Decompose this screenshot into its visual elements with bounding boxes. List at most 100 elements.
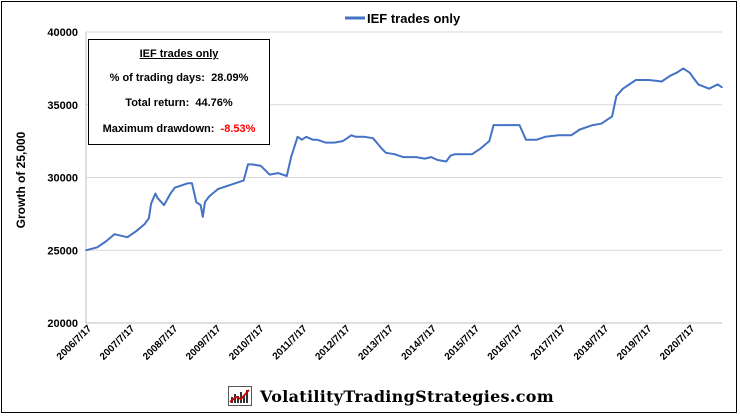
x-tick-label: 2017/7/17 <box>529 323 569 363</box>
series-point <box>615 95 618 97</box>
series-point <box>557 134 560 137</box>
series-point <box>202 216 204 218</box>
series-point <box>342 140 344 142</box>
series-point <box>525 138 527 141</box>
legend-entry: IEF trades only <box>367 11 461 26</box>
series-point <box>296 136 299 138</box>
x-tick-label: 2016/7/17 <box>486 323 526 363</box>
series-point <box>591 124 594 126</box>
series-point <box>385 152 387 154</box>
stats-row-trading-days: % of trading days: 28.09% <box>89 72 269 84</box>
series-point <box>148 217 150 219</box>
series-point <box>234 182 236 185</box>
series-point <box>363 136 366 138</box>
chart-logo-icon <box>228 386 252 406</box>
series-point <box>316 138 318 141</box>
series-point <box>454 153 456 155</box>
series-point <box>535 138 538 141</box>
axes <box>85 32 722 324</box>
series-point <box>96 246 98 249</box>
series-point <box>204 201 206 203</box>
series-point <box>208 195 210 198</box>
y-tick-labels: 20000 25000 30000 35000 40000 <box>47 27 78 330</box>
series-point <box>708 87 710 90</box>
series-point <box>186 182 189 185</box>
series-point <box>154 192 157 195</box>
y-tick-label: 25000 <box>47 245 78 257</box>
series <box>85 67 723 252</box>
x-tick-label: 2012/7/17 <box>313 323 353 363</box>
stats-label: % of trading days: <box>109 72 205 84</box>
series-point <box>479 147 482 150</box>
series-point <box>174 186 176 189</box>
series-point <box>251 163 254 166</box>
stats-label: Total return: <box>125 97 190 109</box>
series-point <box>660 80 663 83</box>
y-tick-label: 30000 <box>47 173 78 185</box>
x-tick-label: 2008/7/17 <box>141 323 181 363</box>
stats-label: Maximum drawdown: <box>102 123 215 135</box>
series-point <box>716 83 719 86</box>
series-point <box>350 134 353 137</box>
series-point <box>135 230 137 233</box>
series-point <box>600 122 603 125</box>
series-point <box>150 202 152 205</box>
footer-brand[interactable]: VolatilityTradingStrategies.com <box>228 384 554 408</box>
series-point <box>505 124 508 126</box>
x-tick-labels: 2006/7/17 2007/7/17 2008/7/17 2009/7/17 2010… <box>55 323 698 363</box>
series-point <box>113 233 116 235</box>
x-tick-label: 2011/7/17 <box>271 323 310 362</box>
series-point <box>156 197 159 199</box>
series-point <box>195 201 198 203</box>
series-point <box>693 77 695 80</box>
stats-row-total-return: Total return: 44.76% <box>89 97 269 109</box>
series-point <box>721 86 723 89</box>
series-point <box>518 124 521 126</box>
stats-box: IEF trades only % of trading days: 28.09… <box>88 39 270 145</box>
series-point <box>449 154 452 157</box>
x-tick-label: 2010/7/17 <box>227 323 267 363</box>
series-point <box>372 137 374 139</box>
series-point <box>393 153 396 155</box>
y-tick-label: 35000 <box>47 100 78 112</box>
y-tick-label: 20000 <box>47 318 78 330</box>
x-tick-label: 2015/7/17 <box>443 323 483 363</box>
series-point <box>191 182 193 185</box>
series-point <box>570 134 572 137</box>
series-point <box>277 172 280 174</box>
y-axis-label: Growth of 25,000 <box>14 131 28 228</box>
series-point <box>488 140 491 142</box>
series-point <box>445 160 448 163</box>
series-point <box>333 141 336 144</box>
legend: IEF trades only <box>345 11 461 26</box>
series-point <box>611 115 613 118</box>
series-point <box>669 74 672 77</box>
series-point <box>423 157 426 160</box>
x-tick-label: 2013/7/17 <box>357 323 397 363</box>
stats-value: 28.09% <box>211 72 249 84</box>
series-point <box>268 173 271 176</box>
series-point <box>286 175 288 177</box>
series-point <box>126 236 129 238</box>
series-point <box>492 124 495 126</box>
x-tick-label: 2014/7/17 <box>400 323 440 363</box>
series-point <box>635 79 637 81</box>
series-point <box>85 249 87 252</box>
series-line-ief-trades-only <box>85 67 723 252</box>
stats-row-max-drawdown: Maximum drawdown: -8.53% <box>89 123 269 135</box>
series-point <box>324 141 327 144</box>
series-point <box>225 185 228 187</box>
series-point <box>436 159 439 161</box>
series-point <box>305 136 308 138</box>
series-point <box>217 188 219 190</box>
series-point <box>682 67 684 70</box>
series-point <box>199 204 202 206</box>
series-point <box>301 138 303 141</box>
series-point <box>169 192 172 195</box>
stats-value-drawdown: -8.53% <box>220 123 256 135</box>
series-point <box>402 156 404 158</box>
series-point <box>242 179 245 182</box>
x-tick-label: 2007/7/17 <box>98 323 138 363</box>
series-point <box>105 240 107 243</box>
